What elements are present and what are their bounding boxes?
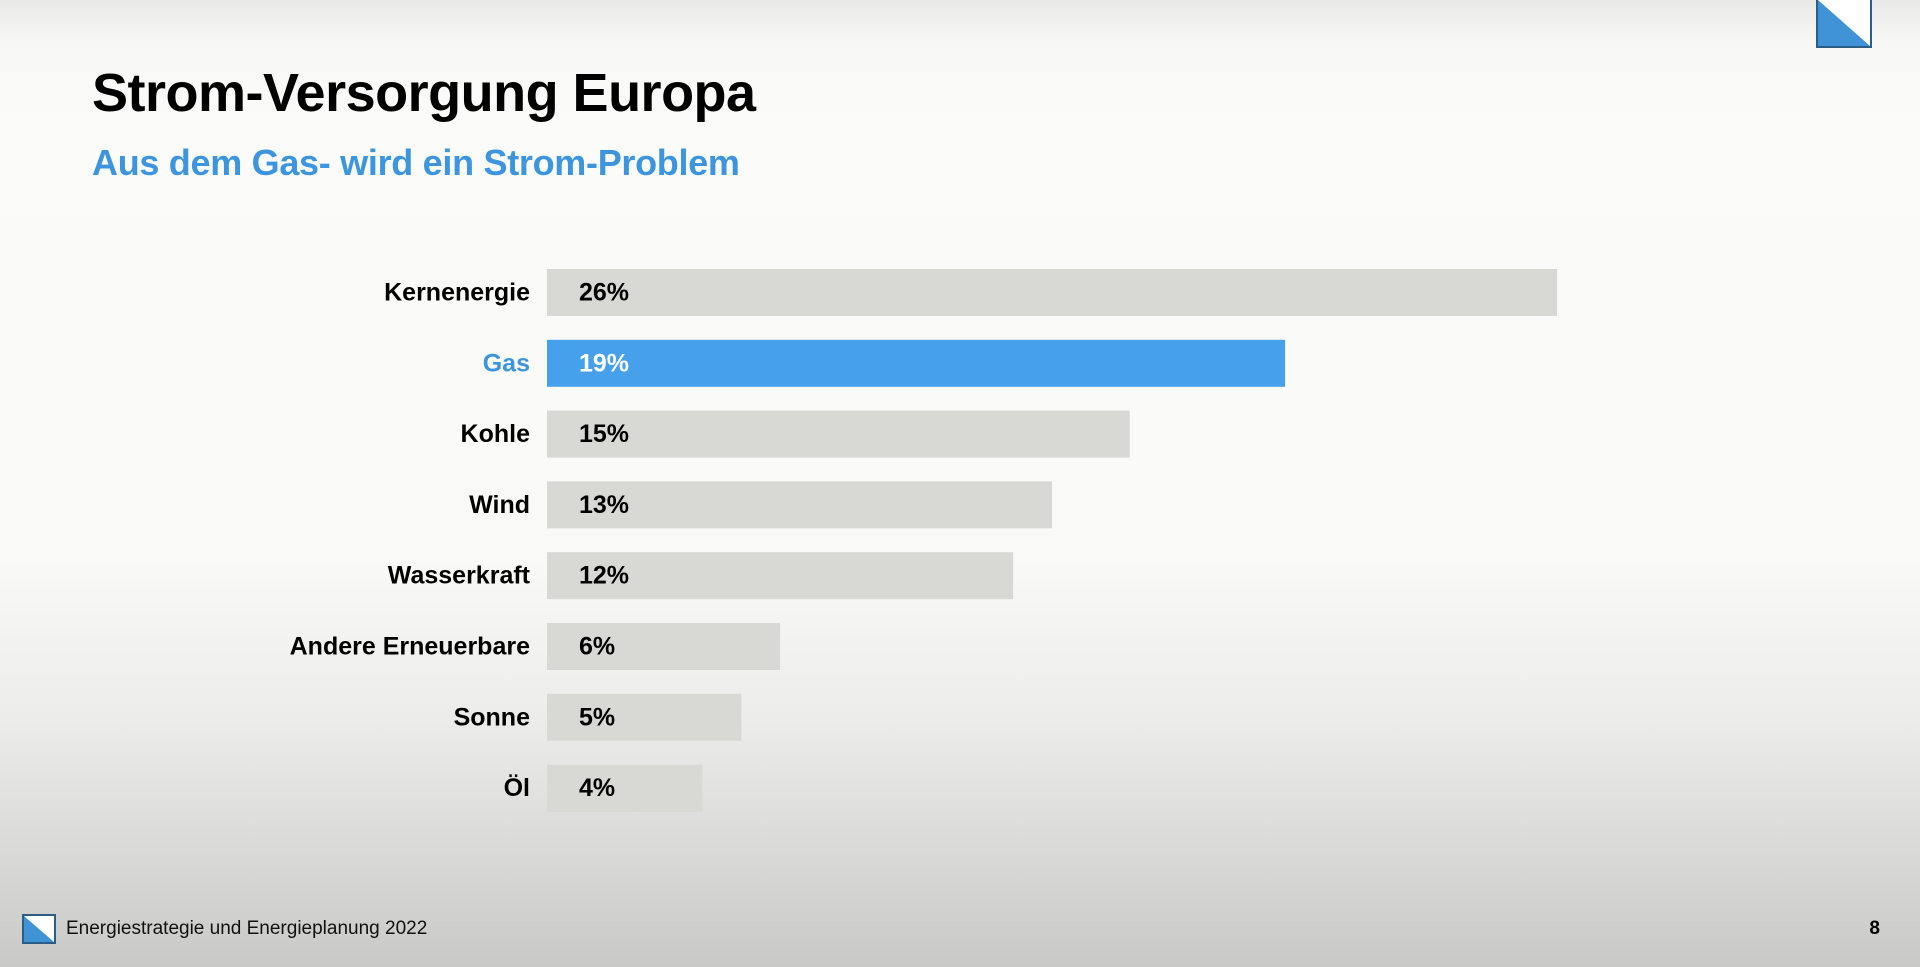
bar-4 [547,481,1052,529]
bar-1 [547,269,1557,316]
bar-5 [547,552,1014,600]
value-label-6: 6% [579,633,615,661]
value-label-2: 19% [579,349,629,377]
value-label-3: 15% [579,420,629,448]
value-label-1: 26% [579,279,629,307]
bar-2 [547,339,1286,387]
slide-subtitle: Aus dem Gas- wird ein Strom-Problem [92,142,740,183]
value-label-8: 4% [579,774,615,802]
category-label-7: Sonne [454,703,530,731]
category-label-8: Öl [504,773,530,802]
category-label-3: Kohle [461,420,531,448]
slide-title: Strom-Versorgung Europa [92,63,756,123]
value-label-4: 13% [579,491,629,519]
value-label-5: 12% [579,562,629,590]
category-label-5: Wasserkraft [388,562,531,590]
bar-7 [547,693,742,741]
zurich-flag-logo-icon [1816,0,1872,48]
category-label-6: Andere Erneuerbare [290,633,530,661]
category-label-2: Gas [483,349,530,377]
bar-6 [547,623,781,670]
footer-text: Energiestrategie und Energieplanung 2022 [66,918,428,939]
bar-8 [547,764,703,812]
value-label-7: 5% [579,703,615,731]
zurich-flag-logo-icon [22,914,56,944]
page-number: 8 [1869,918,1880,939]
category-label-4: Wind [469,491,530,519]
category-label-1: Kernenergie [384,279,530,307]
bar-3 [547,410,1130,458]
